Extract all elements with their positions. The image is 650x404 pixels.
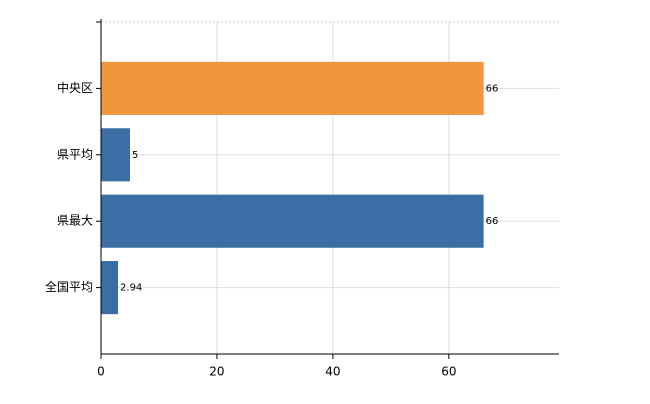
bar (101, 194, 484, 248)
value-label: 2.94 (120, 283, 142, 294)
y-tick-label: 全国平均 (45, 279, 93, 294)
y-tick-label: 中央区 (57, 80, 93, 95)
bar (101, 61, 484, 115)
y-tick-label: 県平均 (57, 147, 93, 161)
x-tick-label: 60 (441, 365, 456, 379)
value-label: 5 (132, 150, 138, 161)
bar (101, 128, 130, 182)
x-tick-label: 40 (325, 365, 340, 379)
value-label: 66 (486, 83, 499, 94)
x-tick-label: 20 (209, 365, 224, 379)
value-label: 66 (486, 216, 499, 227)
y-tick-label: 県最大 (57, 214, 93, 228)
x-tick-label: 0 (97, 365, 105, 379)
bar (101, 261, 119, 315)
